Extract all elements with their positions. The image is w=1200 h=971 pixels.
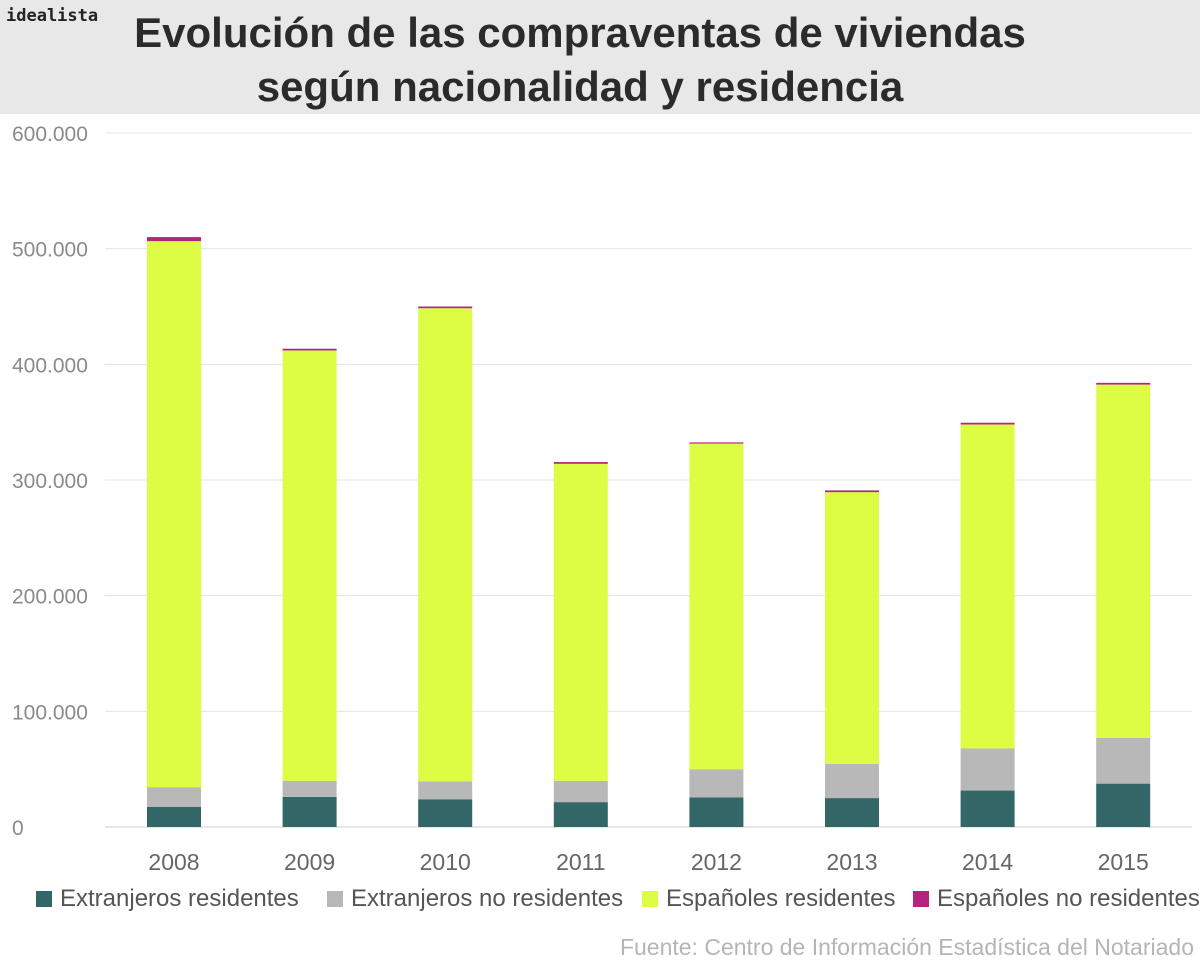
x-tick-label: 2014 <box>962 849 1013 875</box>
y-tick-label: 300.000 <box>12 470 88 493</box>
legend-label: Españoles no residentes <box>937 885 1200 912</box>
bar-segment <box>282 348 337 351</box>
x-tick-label: 2010 <box>420 849 471 875</box>
y-tick-label: 400.000 <box>12 354 88 377</box>
bar-segment <box>1096 783 1151 827</box>
bar-segment <box>960 422 1015 425</box>
legend-item: Españoles no residentes <box>913 885 1200 913</box>
y-tick-label: 100.000 <box>12 701 88 724</box>
bar-segment <box>689 442 744 444</box>
x-tick-label: 2013 <box>826 849 877 875</box>
bar-segment <box>689 443 744 770</box>
bar-segment <box>1096 382 1151 385</box>
bar-segment <box>960 424 1015 749</box>
x-tick-label: 2009 <box>284 849 335 875</box>
bar-segment <box>282 350 337 781</box>
bar-segment <box>147 806 201 827</box>
y-tick-label: 500.000 <box>12 239 88 262</box>
chart-title-line-1: Evolución de las compraventas de viviend… <box>134 9 1026 56</box>
legend-swatch <box>913 891 929 907</box>
legend-item: Españoles residentes <box>642 885 895 913</box>
bar-segment <box>418 308 473 782</box>
legend-label: Españoles residentes <box>666 885 896 912</box>
legend-label: Extranjeros residentes <box>60 885 299 912</box>
bar-segment <box>825 763 879 799</box>
chart-title-line-2: según nacionalidad y residencia <box>256 63 904 110</box>
bar-segment <box>1096 737 1151 784</box>
bar-segment <box>825 798 879 827</box>
bar-segment <box>418 799 473 827</box>
bar-segment <box>282 780 337 797</box>
x-tick-label: 2011 <box>556 849 605 875</box>
source-note: Fuente: Centro de Información Estadístic… <box>619 934 1194 960</box>
bar-segment <box>553 780 608 803</box>
legend-item: Extranjeros no residentes <box>327 885 623 913</box>
bar-segment <box>418 306 473 309</box>
bar-segment <box>147 787 201 807</box>
x-tick-label: 2008 <box>148 849 199 875</box>
bar-segment <box>553 462 608 464</box>
bar-segment <box>147 241 201 788</box>
bar-segment <box>553 463 608 781</box>
chart-title: Evolución de las compraventas de viviend… <box>0 6 1160 114</box>
x-tick-label: 2012 <box>691 849 742 875</box>
legend-label: Extranjeros no residentes <box>351 885 624 912</box>
bar-segment <box>825 490 879 493</box>
bar-segment <box>960 790 1015 827</box>
y-tick-label: 600.000 <box>12 123 88 146</box>
bar-segment <box>282 796 337 827</box>
bar-segment <box>418 781 473 800</box>
chart-legend: Extranjeros residentes Extranjeros no res… <box>0 885 1200 925</box>
x-tick-label: 2015 <box>1098 849 1149 875</box>
bar-segment <box>689 797 744 827</box>
legend-swatch <box>642 891 658 907</box>
legend-swatch <box>36 891 52 907</box>
bar-segment <box>960 748 1015 791</box>
bar-segment <box>147 237 201 242</box>
header-band: idealista Evolución de las compraventas … <box>0 0 1200 114</box>
stacked-bar-chart: 0 100.000 200.000 300.000 400.000 500.000 600.… <box>12 123 1192 875</box>
bar-segment <box>689 769 744 798</box>
legend-item: Extranjeros residentes <box>36 885 299 913</box>
bar-segment <box>1096 384 1151 738</box>
legend-swatch <box>327 891 343 907</box>
bar-segment <box>825 492 879 764</box>
bar-segment <box>553 802 608 827</box>
brand-logo: idealista <box>6 6 99 26</box>
y-tick-label: 200.000 <box>12 586 88 609</box>
y-tick-label: 0 <box>12 817 24 840</box>
